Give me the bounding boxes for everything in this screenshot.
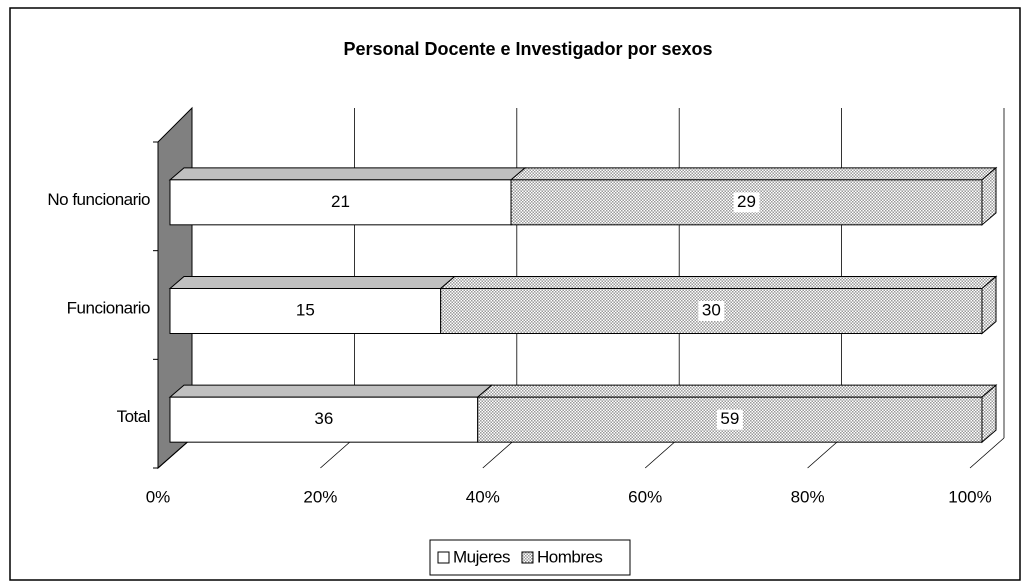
bar-side — [981, 166, 997, 226]
value-label: 15 — [296, 300, 315, 319]
value-label: 30 — [702, 300, 721, 319]
value-label: 21 — [331, 192, 350, 211]
value-label: 36 — [314, 409, 333, 428]
legend: Mujeres Hombres — [429, 539, 631, 576]
floor-grid-line — [807, 437, 842, 469]
bar-top — [509, 167, 998, 181]
bar — [169, 179, 512, 226]
floor-grid-line — [644, 437, 680, 469]
floor-grid-line — [482, 437, 518, 469]
value-label: 29 — [737, 192, 756, 211]
x-tick-label: 20% — [303, 487, 337, 506]
bar-top — [168, 384, 494, 398]
y-tick-label: No funcionario — [47, 190, 150, 209]
bar-top — [168, 276, 457, 289]
y-tick-label: Funcionario — [67, 298, 150, 317]
bar-top — [439, 276, 998, 289]
value-label-bg — [698, 301, 725, 321]
legend-swatch — [521, 551, 534, 564]
x-tick-label: 60% — [628, 487, 662, 506]
floor-grid-line — [320, 437, 355, 469]
x-tick-label: 80% — [791, 487, 825, 506]
bar-top — [476, 384, 998, 398]
value-label: 59 — [720, 409, 739, 428]
bar — [169, 288, 442, 334]
bar — [169, 396, 479, 443]
chart-title: Personal Docente e Investigador por sexo… — [343, 39, 712, 59]
legend-swatch — [437, 551, 450, 564]
floor-grid-line — [157, 437, 193, 469]
value-label-bg — [733, 192, 760, 213]
legend-label: Mujeres — [453, 547, 510, 566]
floor-grid-line — [969, 437, 1005, 469]
x-tick-label: 40% — [466, 487, 500, 506]
bar-side — [981, 384, 997, 444]
bar-side — [981, 275, 997, 335]
bar-top — [168, 167, 527, 181]
x-tick-label: 100% — [948, 487, 991, 506]
y-tick-label: Total — [117, 407, 150, 426]
legend-label: Hombres — [537, 547, 602, 566]
x-tick-label: 0% — [146, 487, 171, 506]
value-label-bg — [716, 409, 743, 430]
